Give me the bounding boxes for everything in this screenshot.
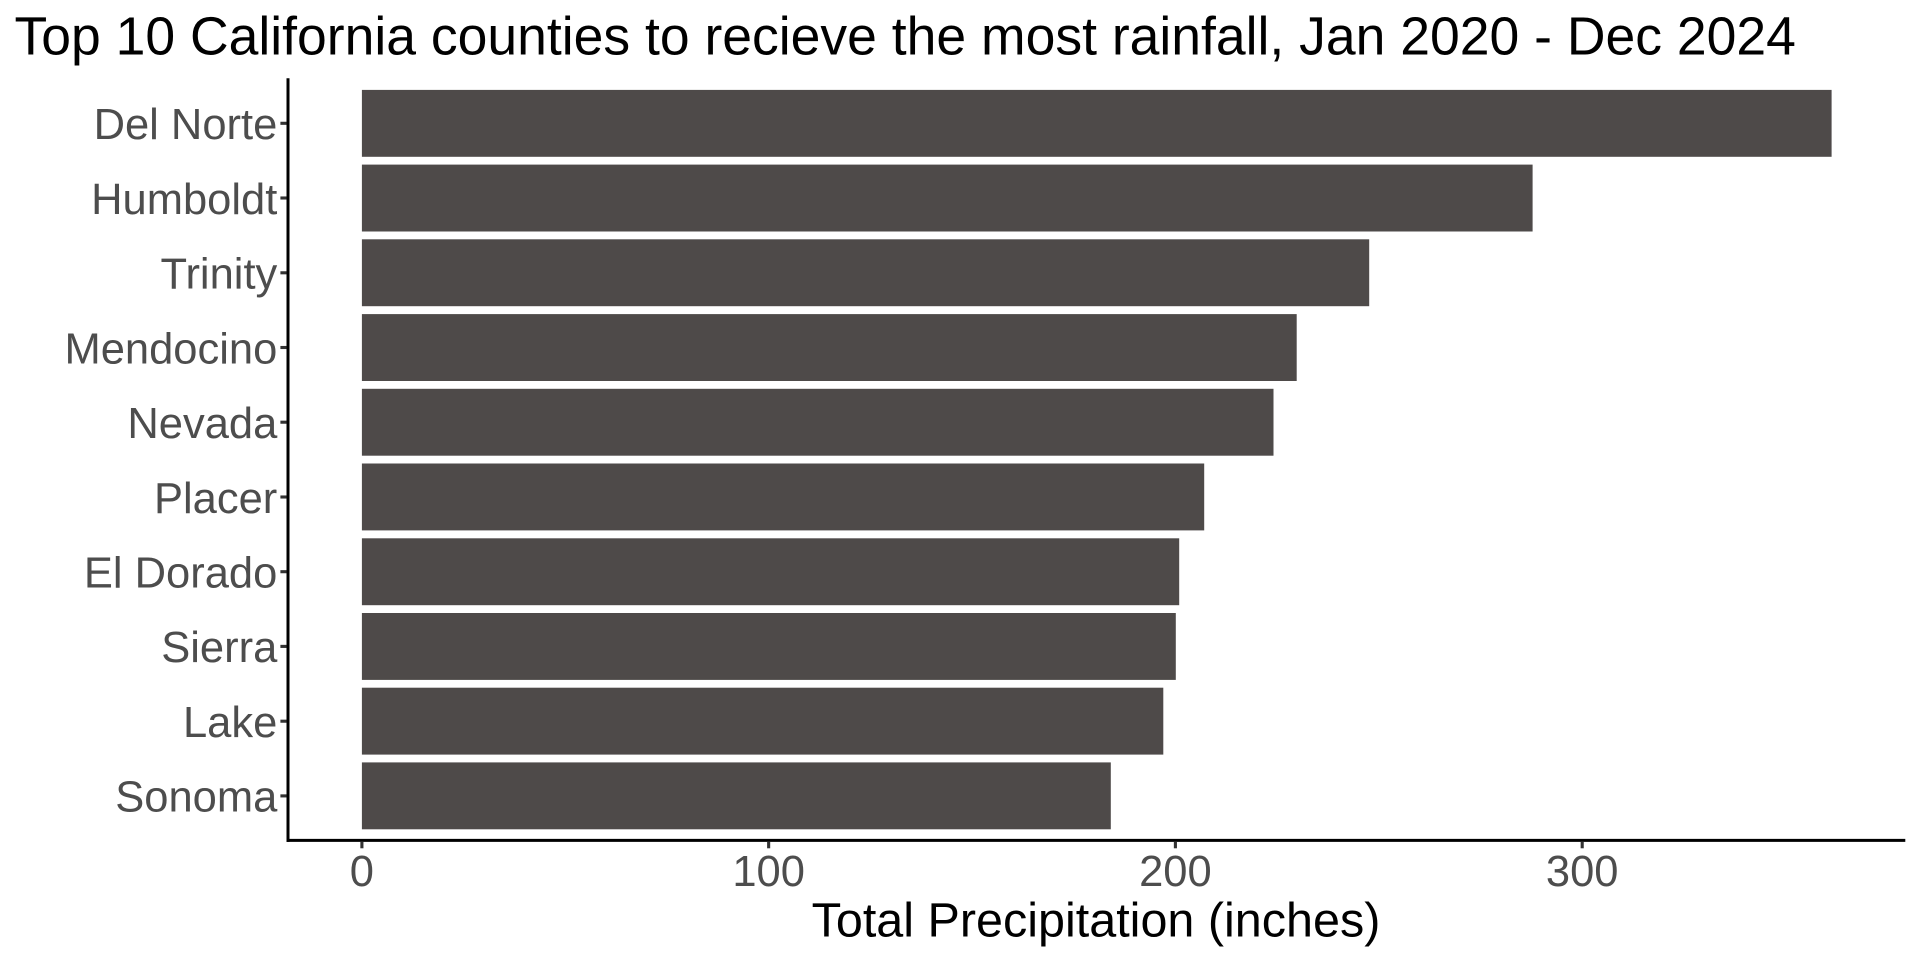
svg-text:Total Precipitation (inches): Total Precipitation (inches)	[812, 893, 1381, 947]
svg-text:Lake: Lake	[183, 699, 277, 747]
svg-text:300: 300	[1546, 848, 1619, 896]
svg-text:Trinity: Trinity	[160, 251, 277, 299]
svg-text:200: 200	[1139, 848, 1212, 896]
svg-text:Humboldt: Humboldt	[91, 176, 277, 224]
svg-text:Placer: Placer	[154, 475, 277, 523]
svg-text:El Dorado: El Dorado	[84, 550, 277, 598]
svg-text:Sonoma: Sonoma	[115, 774, 278, 822]
svg-text:Top 10 California counties to: Top 10 California counties to recieve th…	[15, 8, 1796, 67]
svg-text:Mendocino: Mendocino	[64, 325, 277, 373]
svg-text:Del Norte: Del Norte	[94, 101, 278, 149]
svg-text:Nevada: Nevada	[127, 400, 278, 448]
svg-text:0: 0	[350, 848, 374, 896]
svg-text:100: 100	[732, 848, 805, 896]
svg-text:Sierra: Sierra	[161, 624, 278, 672]
